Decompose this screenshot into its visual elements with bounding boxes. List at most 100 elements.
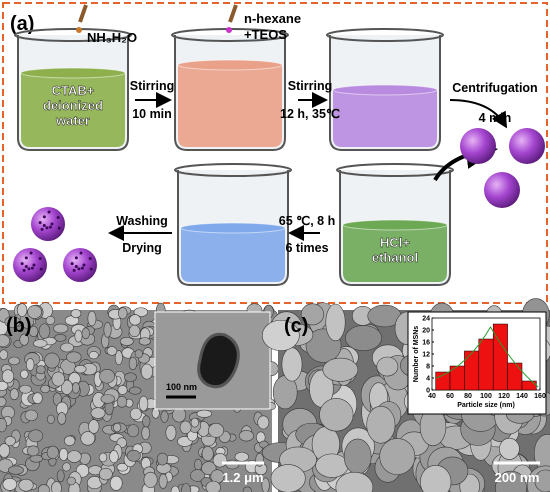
particle — [46, 414, 55, 424]
particle — [4, 435, 16, 447]
y-tick-label: 24 — [422, 316, 430, 323]
particle — [142, 415, 151, 428]
pore — [20, 262, 24, 266]
spheres — [460, 128, 545, 208]
particle — [53, 323, 69, 334]
beaker-label: water — [55, 113, 90, 128]
particle — [66, 351, 82, 363]
y-tick-label: 12 — [422, 352, 430, 359]
reagent: +TEOS — [244, 27, 287, 42]
pore — [88, 257, 92, 261]
y-tick-label: 16 — [422, 340, 430, 347]
particle — [0, 396, 7, 407]
particle — [281, 347, 303, 382]
particle — [128, 386, 142, 395]
particle — [499, 437, 520, 460]
particle — [100, 394, 115, 404]
pore — [30, 266, 34, 270]
pore — [32, 263, 36, 267]
particle — [118, 307, 128, 320]
beaker-rim — [174, 163, 292, 177]
porous-spheres — [13, 207, 97, 282]
particle — [300, 303, 325, 326]
tem-particle — [197, 332, 240, 389]
particle — [51, 371, 65, 387]
particle — [19, 333, 29, 346]
particle — [114, 350, 123, 366]
particle — [9, 388, 19, 401]
pore — [40, 227, 44, 231]
pore — [22, 268, 26, 272]
particle — [40, 384, 51, 394]
liquid — [343, 225, 447, 282]
particle — [28, 429, 44, 443]
particle — [534, 469, 550, 492]
particle — [0, 443, 10, 458]
liquid-surface — [180, 222, 286, 234]
scale-text: 1.2 μm — [222, 470, 263, 485]
particle — [133, 307, 149, 317]
y-tick-label: 20 — [422, 328, 430, 335]
particle — [322, 357, 359, 382]
x-tick-label: 160 — [534, 393, 546, 400]
step-label: Centrifugation — [452, 81, 537, 95]
particle — [109, 450, 119, 464]
panel-label: (b) — [6, 315, 32, 337]
pore — [24, 265, 28, 269]
step-label: 65 ℃, 8 h — [279, 214, 335, 228]
particle — [70, 309, 82, 319]
particle — [126, 449, 141, 462]
particle — [119, 337, 134, 346]
particle — [117, 385, 128, 395]
x-tick-label: 80 — [464, 393, 472, 400]
particle — [74, 329, 83, 343]
liquid — [178, 65, 282, 147]
particle — [129, 407, 142, 421]
porous-sphere — [13, 248, 47, 282]
liquid — [333, 90, 437, 147]
particle — [8, 356, 21, 366]
pore — [27, 267, 31, 271]
particle — [116, 395, 128, 408]
pore — [38, 257, 42, 261]
particle — [319, 398, 354, 432]
particle — [0, 380, 9, 391]
particle — [62, 462, 71, 472]
panel-label: (a) — [10, 13, 34, 35]
step-label: Stirring — [288, 79, 332, 93]
particle — [74, 364, 87, 374]
particle — [201, 446, 214, 462]
particle — [160, 410, 169, 423]
particle — [242, 486, 252, 492]
porous-sphere — [63, 248, 97, 282]
particle — [35, 365, 46, 375]
particle — [44, 352, 60, 369]
particle — [87, 310, 97, 327]
particle — [98, 467, 113, 481]
x-tick-label: 140 — [516, 393, 528, 400]
particle — [129, 314, 142, 326]
particle — [7, 465, 24, 475]
histogram: 0 4 8 12 16 20 24 40 60 80 100 120 140 160 Particle si… — [413, 316, 546, 410]
liquid — [181, 228, 285, 282]
particle — [0, 417, 7, 433]
particle — [379, 438, 416, 475]
pore — [42, 224, 46, 228]
particle — [24, 409, 38, 422]
particle — [190, 469, 206, 482]
step-label: Stirring — [130, 79, 174, 93]
particle — [128, 324, 141, 338]
particle — [66, 476, 76, 486]
particle — [366, 405, 396, 444]
pore — [79, 251, 83, 255]
particle — [343, 438, 372, 475]
particle — [2, 477, 18, 491]
particle — [38, 323, 51, 339]
pore — [39, 267, 43, 271]
particle — [20, 369, 29, 379]
liquid-surface — [20, 67, 126, 79]
particle — [196, 409, 213, 418]
pore — [72, 268, 76, 272]
particle — [58, 448, 69, 461]
